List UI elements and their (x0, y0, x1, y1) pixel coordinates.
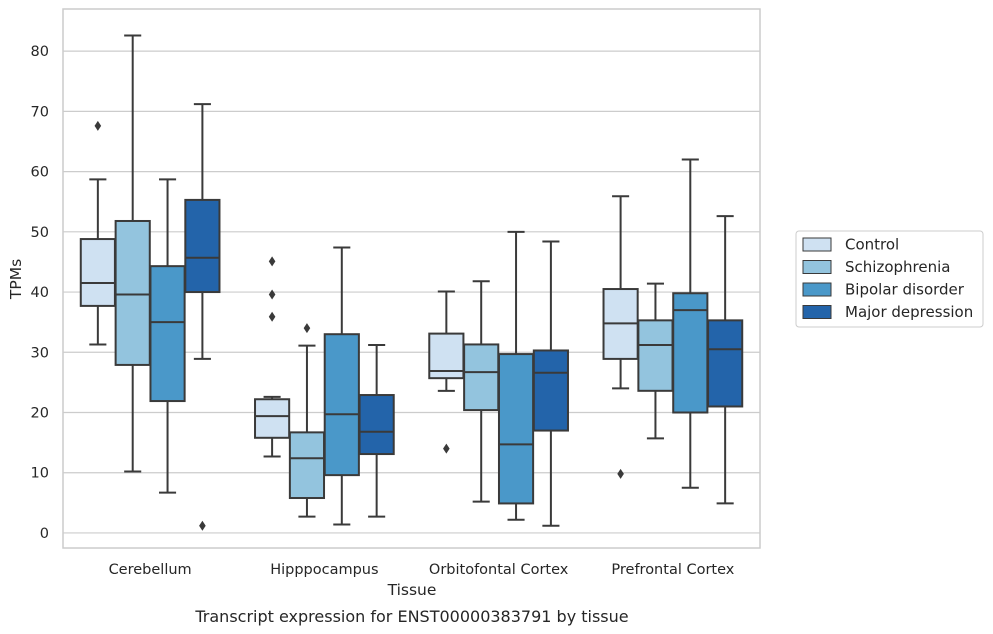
outlier-point (268, 289, 276, 300)
chart-caption: Transcript expression for ENST0000038379… (194, 607, 628, 626)
outlier-point (443, 443, 450, 454)
box-plot-group (532, 240, 569, 527)
y-tick-label: 50 (31, 225, 49, 241)
box (184, 198, 221, 294)
outlier-point (617, 468, 624, 479)
box-plot-group (114, 34, 151, 473)
box (358, 394, 395, 456)
y-tick-label: 20 (31, 405, 49, 421)
legend-swatch (802, 282, 832, 297)
box (79, 238, 116, 307)
legend-swatch (802, 260, 832, 274)
y-axis-title: TPMs (7, 259, 25, 300)
box-plot-group (463, 280, 500, 503)
y-tick-label: 40 (31, 285, 49, 301)
box-plot-group (637, 282, 674, 440)
box-plot-group (288, 323, 326, 518)
box-plot-group (602, 195, 639, 479)
box (114, 219, 151, 366)
box-plot-group (497, 230, 535, 521)
boxes (79, 34, 744, 531)
y-tick-label: 10 (31, 466, 49, 482)
y-tick-label: 60 (31, 165, 49, 181)
legend-label: Bipolar disorder (845, 281, 965, 299)
outlier-point (268, 311, 276, 322)
x-axis-ticks: Cerebellum Hipppocampus Orbitofontal Corte… (109, 562, 735, 578)
outlier-point (199, 520, 206, 531)
x-tick-label: Orbitofontal Cortex (429, 562, 569, 578)
y-tick-label: 80 (31, 44, 49, 60)
outlier-point (303, 323, 311, 334)
legend-label: Major depression (845, 303, 973, 321)
legend-label: Schizophrenia (845, 258, 950, 276)
y-tick-label: 30 (31, 345, 49, 361)
box-plot-group (149, 178, 186, 494)
legend-swatch (802, 305, 832, 319)
box (707, 319, 744, 408)
box (323, 333, 360, 477)
legend-swatch (802, 237, 832, 252)
box (497, 353, 535, 505)
plot-area-frame (62, 8, 761, 549)
box-plot-group (184, 103, 221, 531)
legend: Control Schizophrenia Bipolar disorder Majo… (795, 230, 984, 328)
box-plot-group (323, 246, 360, 526)
box-plot-group (428, 290, 465, 454)
box (532, 349, 569, 432)
box (288, 431, 326, 500)
outlier-point (94, 120, 102, 131)
legend-frame (795, 230, 984, 328)
outlier-point (268, 256, 276, 267)
box-plot-group (672, 158, 709, 489)
x-tick-label: Cerebellum (109, 562, 192, 578)
box (149, 265, 186, 403)
x-tick-label: Prefrontal Cortex (611, 562, 734, 578)
x-axis-title: Tissue (387, 581, 437, 599)
legend-label: Control (845, 236, 899, 254)
y-tick-label: 0 (40, 526, 49, 542)
box (672, 292, 709, 414)
box (637, 319, 674, 392)
y-axis-ticks: 0 10 20 30 40 50 60 70 80 (31, 44, 49, 542)
x-tick-label: Hipppocampus (270, 562, 378, 578)
legend-items: Control Schizophrenia Bipolar disorder Majo… (802, 236, 973, 321)
y-tick-label: 70 (31, 104, 49, 120)
box-plot-group (707, 215, 744, 505)
box (254, 398, 291, 439)
box (463, 343, 500, 412)
box-plot-group (79, 120, 116, 346)
box-plot-group (358, 344, 395, 518)
box-plot-group (254, 256, 291, 458)
